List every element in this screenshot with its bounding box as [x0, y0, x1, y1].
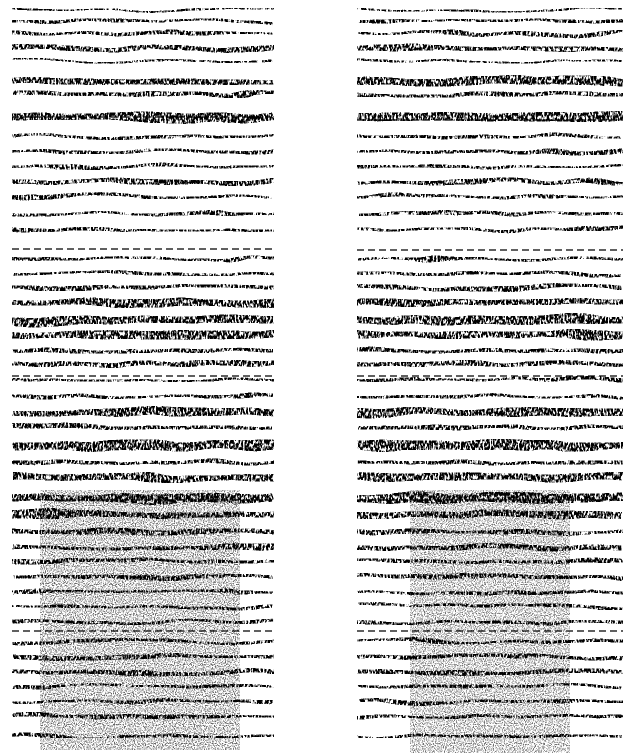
left-panel: [12, 8, 274, 750]
noise-zone: [410, 490, 570, 753]
right-panel: [357, 8, 623, 753]
noise-zone: [40, 490, 240, 750]
